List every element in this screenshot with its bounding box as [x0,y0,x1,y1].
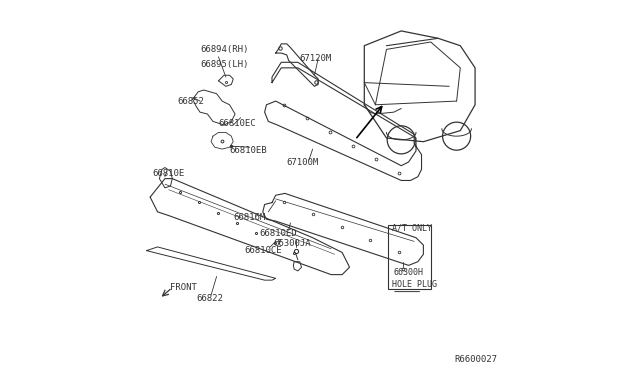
Text: 66810EB: 66810EB [230,147,267,155]
Text: 67120M: 67120M [300,54,332,63]
Text: 66810CE: 66810CE [244,246,282,255]
Text: 66300H: 66300H [393,268,423,277]
Text: 66852: 66852 [178,97,205,106]
Bar [388,225,431,289]
Text: 66816M: 66816M [233,213,266,222]
Text: 66810EC: 66810EC [218,119,256,128]
Text: R6600027: R6600027 [455,355,498,364]
Text: 66822: 66822 [196,294,223,303]
Text: FRONT: FRONT [170,283,197,292]
Text: 66894(RH): 66894(RH) [200,45,248,54]
Text: 66810E: 66810E [152,169,184,177]
Text: 66300JA: 66300JA [274,239,312,248]
Text: 66895(LH): 66895(LH) [200,60,248,69]
Text: HOLE PLUG: HOLE PLUG [392,280,437,289]
Text: 67100M: 67100M [287,157,319,167]
Text: A/T ONLY: A/T ONLY [392,224,432,233]
Text: 66810ED: 66810ED [259,230,297,238]
